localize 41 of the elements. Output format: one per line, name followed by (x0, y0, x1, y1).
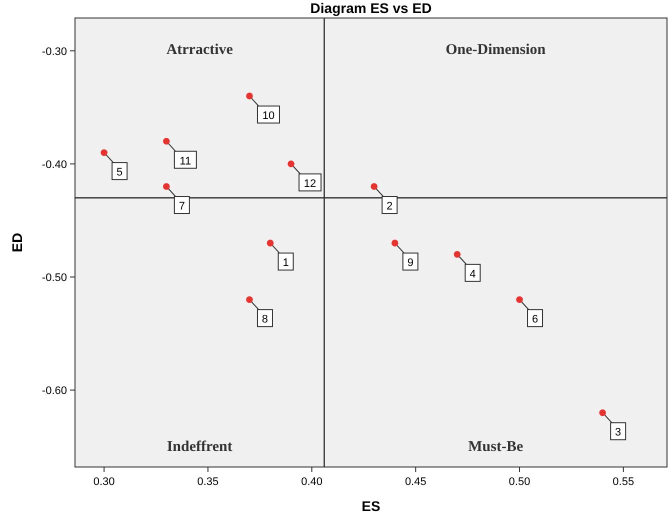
annotation: 7 (178, 200, 185, 213)
y-axis-title: ED (9, 232, 25, 252)
annotation: 11 (180, 155, 192, 168)
annotation: 3 (615, 426, 622, 439)
x-axis-title: ES (362, 498, 380, 514)
point (370, 183, 378, 190)
annotation: 8 (262, 314, 268, 326)
point (246, 296, 253, 303)
x-tick-label: 0.50 (508, 476, 530, 488)
annotation: 10 (262, 110, 275, 122)
x-tick-label: 0.45 (404, 476, 426, 488)
point (163, 183, 170, 190)
chart-title: Diagram ES vs ED (310, 0, 432, 16)
annotation: 1 (282, 257, 289, 270)
x-tick-label: 0.55 (612, 476, 634, 488)
annotation: 2 (386, 200, 393, 213)
point (392, 240, 398, 246)
y-tick-label: -0.50 (42, 272, 67, 284)
point (163, 138, 170, 145)
point (100, 149, 108, 156)
point (246, 92, 253, 100)
annotation: 9 (407, 257, 414, 270)
annotation: One-Dimension (446, 42, 546, 58)
y-tick-label: -0.60 (42, 385, 67, 398)
x-tick-label: 0.30 (93, 476, 115, 488)
y-tick-label: -0.40 (42, 158, 67, 171)
annotation: 6 (532, 314, 538, 326)
annotation: Must-Be (468, 439, 524, 455)
point (288, 160, 294, 168)
y-tick-label: -0.30 (42, 46, 67, 58)
annotation: Indeffrent (166, 439, 232, 455)
x-tick-label: 0.35 (197, 476, 219, 488)
point (266, 240, 274, 246)
point (454, 250, 461, 258)
annotation: 5 (116, 166, 123, 179)
annotation: 4 (470, 268, 476, 280)
x-tick-label: 0.40 (301, 476, 323, 488)
point (516, 296, 523, 303)
annotation: 12 (304, 178, 316, 190)
annotation: Atrractive (166, 42, 234, 58)
point (599, 409, 606, 416)
